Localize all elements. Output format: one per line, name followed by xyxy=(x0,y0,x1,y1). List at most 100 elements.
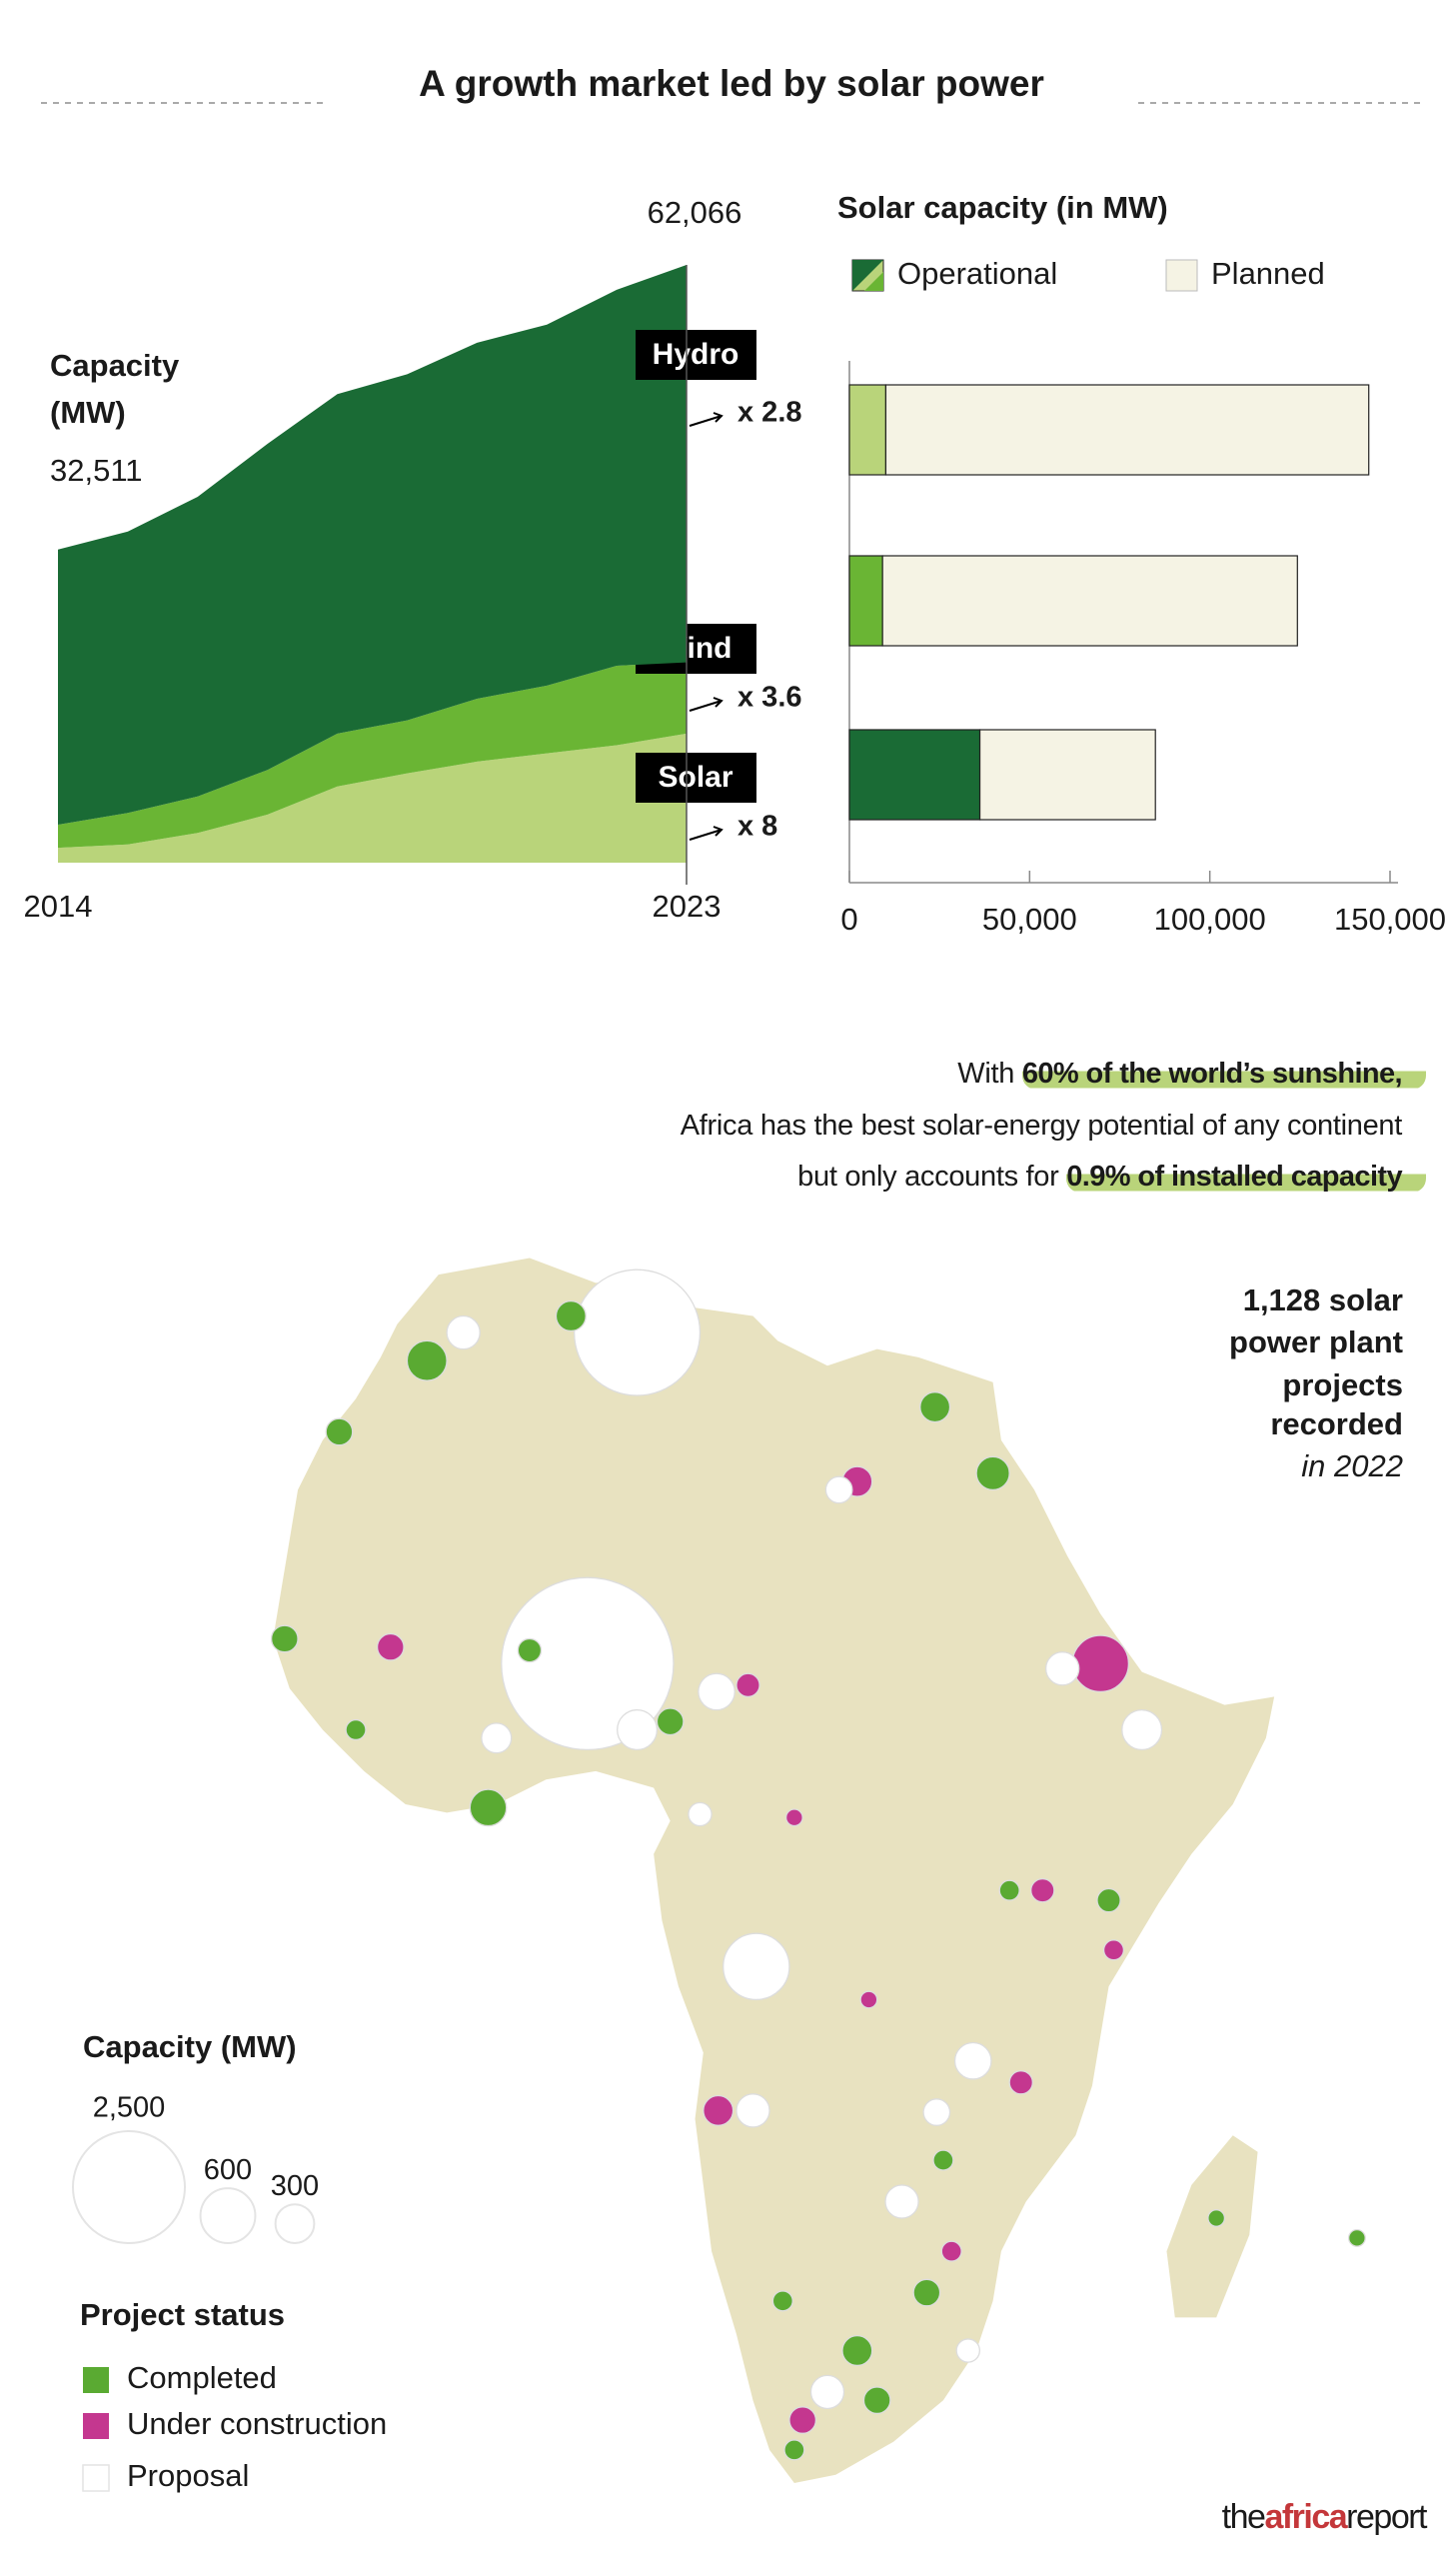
map-annotation: 1,128 solar xyxy=(1243,1282,1403,1317)
bar-segment xyxy=(848,555,883,647)
bar-segment xyxy=(881,555,1298,647)
map-annotation: projects xyxy=(1282,1367,1403,1402)
highlight-emphasis: 60% of the world’s sunshine, xyxy=(1021,1058,1426,1090)
legend-label: Proposal xyxy=(127,2458,249,2493)
x-tick-label: 2014 xyxy=(24,889,93,924)
highlight-line: With 60% of the world’s sunshine, xyxy=(957,1058,1426,1091)
dot xyxy=(656,1707,685,1736)
bar-segment xyxy=(978,729,1156,821)
dot xyxy=(932,2149,954,2171)
legend-swatch xyxy=(1165,259,1198,292)
x-tick-label: 0 xyxy=(840,902,857,937)
x-tick-label: 50,000 xyxy=(982,902,1077,937)
title: A growth market led by solar power xyxy=(419,63,1044,104)
series-label-box xyxy=(636,753,756,803)
dot xyxy=(376,1632,405,1661)
legend-swatch xyxy=(83,2367,109,2393)
dot xyxy=(1102,1939,1125,1961)
dot xyxy=(1121,1708,1163,1751)
dot xyxy=(406,1339,448,1381)
legend-title: Project status xyxy=(80,2297,285,2332)
legend-swatch xyxy=(82,2464,110,2492)
bar-segment xyxy=(848,729,981,821)
africa-land xyxy=(273,1258,1275,2483)
dot xyxy=(841,2334,873,2367)
dot xyxy=(809,2374,845,2410)
area xyxy=(58,265,687,825)
growth-label: x 2.8 xyxy=(737,397,802,429)
x-tick-label: 150,000 xyxy=(1334,902,1446,937)
dot xyxy=(953,2041,992,2080)
series-label: Hydro xyxy=(653,338,739,371)
area xyxy=(58,662,687,849)
legend-swatch xyxy=(852,260,883,291)
size-legend-circle xyxy=(199,2187,257,2244)
bar-segment xyxy=(848,384,887,476)
dot xyxy=(345,1718,367,1741)
highlight-text: With xyxy=(957,1058,1022,1090)
dot xyxy=(270,1624,299,1653)
dot xyxy=(698,1672,735,1711)
arrow xyxy=(689,412,724,427)
dot xyxy=(1030,1877,1055,1903)
dot xyxy=(998,1879,1020,1901)
dot xyxy=(884,2184,919,2219)
y-axis-label: (MW) xyxy=(50,395,126,430)
logo-part: report xyxy=(1346,2498,1428,2536)
dot xyxy=(481,1722,513,1754)
legend-label: Planned xyxy=(1211,256,1325,291)
dot xyxy=(723,1932,790,2001)
y-axis-label: Capacity xyxy=(50,348,180,383)
arrow xyxy=(689,697,724,712)
highlight-line: Africa has the best solar-energy potenti… xyxy=(681,1110,1403,1143)
bar-segment xyxy=(884,384,1370,476)
dot xyxy=(824,1475,853,1504)
legend-swatch xyxy=(83,2413,109,2439)
dot xyxy=(1044,1651,1080,1686)
dot xyxy=(617,1708,659,1751)
dot xyxy=(501,1576,675,1751)
area xyxy=(58,733,687,863)
dot xyxy=(783,2439,805,2461)
size-legend-circle xyxy=(72,2130,186,2244)
dot xyxy=(955,2338,981,2363)
series-label-box xyxy=(636,330,756,380)
size-legend-circle xyxy=(274,2203,316,2245)
total-label: 62,066 xyxy=(648,195,742,230)
arrow xyxy=(689,826,724,841)
logo: theafricareport xyxy=(1222,2498,1428,2536)
dot xyxy=(919,1391,951,1423)
dot xyxy=(771,2290,793,2312)
growth-label: x 3.6 xyxy=(737,682,802,714)
africa-map xyxy=(270,1258,1366,2483)
dot xyxy=(862,2386,891,2415)
madagascar xyxy=(1166,2135,1258,2318)
size-legend-label: 600 xyxy=(204,2154,252,2186)
dot xyxy=(1347,2228,1366,2247)
dot xyxy=(940,2240,962,2262)
dot xyxy=(1096,1887,1121,1913)
highlight-text: but only accounts for xyxy=(797,1161,1067,1193)
logo-part: africa xyxy=(1264,2498,1348,2536)
chart-title: Solar capacity (in MW) xyxy=(837,190,1168,225)
dot xyxy=(1071,1634,1130,1693)
total-label: 32,511 xyxy=(50,453,143,488)
x-tick-label: 100,000 xyxy=(1154,902,1266,937)
project-dots xyxy=(270,1269,1366,2461)
dot xyxy=(703,2094,734,2126)
map-annotation: recorded xyxy=(1270,1406,1403,1441)
dot xyxy=(325,1417,354,1446)
growth-label: x 8 xyxy=(737,811,777,843)
map-annotation: in 2022 xyxy=(1301,1448,1403,1483)
size-legend-label: 300 xyxy=(271,2170,319,2202)
legend-label: Under construction xyxy=(127,2406,387,2441)
dot xyxy=(1207,2209,1226,2227)
legend-title: Capacity (MW) xyxy=(83,2029,297,2064)
dot xyxy=(1008,2069,1034,2095)
size-legend-label: 2,500 xyxy=(93,2092,166,2124)
dot xyxy=(555,1299,587,1332)
highlight-emphasis: 0.9% of installed capacity xyxy=(1066,1161,1426,1193)
dot xyxy=(922,2098,951,2126)
